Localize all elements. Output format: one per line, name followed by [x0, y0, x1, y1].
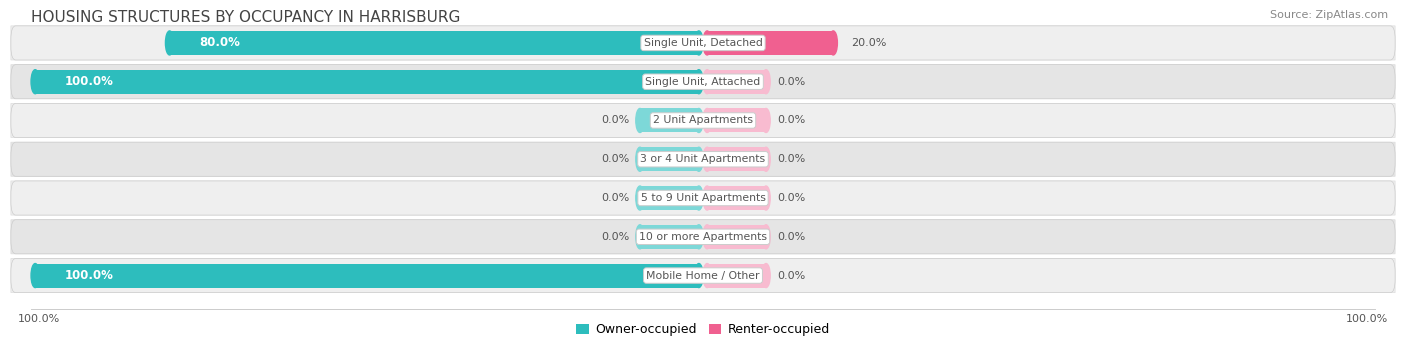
Circle shape — [703, 147, 711, 171]
Circle shape — [762, 70, 770, 94]
Legend: Owner-occupied, Renter-occupied: Owner-occupied, Renter-occupied — [571, 318, 835, 341]
FancyBboxPatch shape — [11, 181, 1395, 215]
FancyBboxPatch shape — [707, 147, 766, 171]
Text: 100.0%: 100.0% — [65, 269, 114, 282]
Text: Single Unit, Attached: Single Unit, Attached — [645, 77, 761, 87]
Text: 0.0%: 0.0% — [778, 116, 806, 125]
Circle shape — [762, 264, 770, 287]
Circle shape — [830, 31, 838, 55]
Circle shape — [166, 31, 174, 55]
FancyBboxPatch shape — [11, 181, 1395, 215]
FancyBboxPatch shape — [170, 31, 699, 55]
Circle shape — [695, 225, 703, 249]
Circle shape — [636, 225, 644, 249]
Text: 20.0%: 20.0% — [851, 38, 886, 48]
FancyBboxPatch shape — [11, 103, 1395, 137]
Text: 0.0%: 0.0% — [778, 232, 806, 242]
Circle shape — [703, 264, 711, 287]
FancyBboxPatch shape — [640, 147, 699, 171]
Text: 3 or 4 Unit Apartments: 3 or 4 Unit Apartments — [641, 154, 765, 164]
Circle shape — [695, 186, 703, 210]
Text: Mobile Home / Other: Mobile Home / Other — [647, 270, 759, 281]
Text: 100.0%: 100.0% — [1346, 314, 1388, 324]
FancyBboxPatch shape — [11, 258, 1395, 293]
FancyBboxPatch shape — [11, 258, 1395, 293]
Circle shape — [31, 264, 39, 287]
Circle shape — [636, 186, 644, 210]
FancyBboxPatch shape — [11, 26, 1395, 60]
FancyBboxPatch shape — [35, 70, 699, 94]
Text: 80.0%: 80.0% — [200, 36, 240, 49]
FancyBboxPatch shape — [11, 220, 1395, 254]
Text: 0.0%: 0.0% — [778, 193, 806, 203]
Circle shape — [695, 264, 703, 287]
FancyBboxPatch shape — [640, 225, 699, 249]
Text: 2 Unit Apartments: 2 Unit Apartments — [652, 116, 754, 125]
FancyBboxPatch shape — [11, 142, 1395, 176]
Circle shape — [703, 70, 711, 94]
Text: Source: ZipAtlas.com: Source: ZipAtlas.com — [1270, 10, 1388, 20]
Text: 10 or more Apartments: 10 or more Apartments — [638, 232, 768, 242]
Circle shape — [695, 147, 703, 171]
FancyBboxPatch shape — [11, 65, 1395, 99]
FancyBboxPatch shape — [707, 225, 766, 249]
Text: 0.0%: 0.0% — [778, 270, 806, 281]
FancyBboxPatch shape — [640, 108, 699, 133]
Text: 100.0%: 100.0% — [18, 314, 60, 324]
Text: Single Unit, Detached: Single Unit, Detached — [644, 38, 762, 48]
Circle shape — [703, 31, 711, 55]
Circle shape — [695, 31, 703, 55]
FancyBboxPatch shape — [707, 108, 766, 133]
FancyBboxPatch shape — [707, 70, 766, 94]
Circle shape — [636, 147, 644, 171]
Text: 0.0%: 0.0% — [778, 154, 806, 164]
FancyBboxPatch shape — [11, 103, 1395, 137]
FancyBboxPatch shape — [707, 31, 834, 55]
Text: 100.0%: 100.0% — [65, 75, 114, 88]
Circle shape — [762, 147, 770, 171]
Circle shape — [703, 186, 711, 210]
Text: HOUSING STRUCTURES BY OCCUPANCY IN HARRISBURG: HOUSING STRUCTURES BY OCCUPANCY IN HARRI… — [31, 10, 460, 25]
Text: 0.0%: 0.0% — [600, 193, 628, 203]
FancyBboxPatch shape — [707, 264, 766, 287]
Circle shape — [762, 225, 770, 249]
FancyBboxPatch shape — [640, 186, 699, 210]
Text: 0.0%: 0.0% — [600, 116, 628, 125]
Circle shape — [636, 108, 644, 133]
FancyBboxPatch shape — [11, 65, 1395, 99]
Circle shape — [31, 70, 39, 94]
Circle shape — [762, 108, 770, 133]
Text: 5 to 9 Unit Apartments: 5 to 9 Unit Apartments — [641, 193, 765, 203]
Circle shape — [695, 108, 703, 133]
Circle shape — [762, 186, 770, 210]
FancyBboxPatch shape — [707, 186, 766, 210]
FancyBboxPatch shape — [11, 142, 1395, 176]
FancyBboxPatch shape — [11, 220, 1395, 254]
Text: 0.0%: 0.0% — [778, 77, 806, 87]
Circle shape — [703, 225, 711, 249]
Circle shape — [695, 70, 703, 94]
Circle shape — [703, 108, 711, 133]
FancyBboxPatch shape — [35, 264, 699, 287]
FancyBboxPatch shape — [11, 26, 1395, 60]
Text: 0.0%: 0.0% — [600, 154, 628, 164]
Text: 0.0%: 0.0% — [600, 232, 628, 242]
